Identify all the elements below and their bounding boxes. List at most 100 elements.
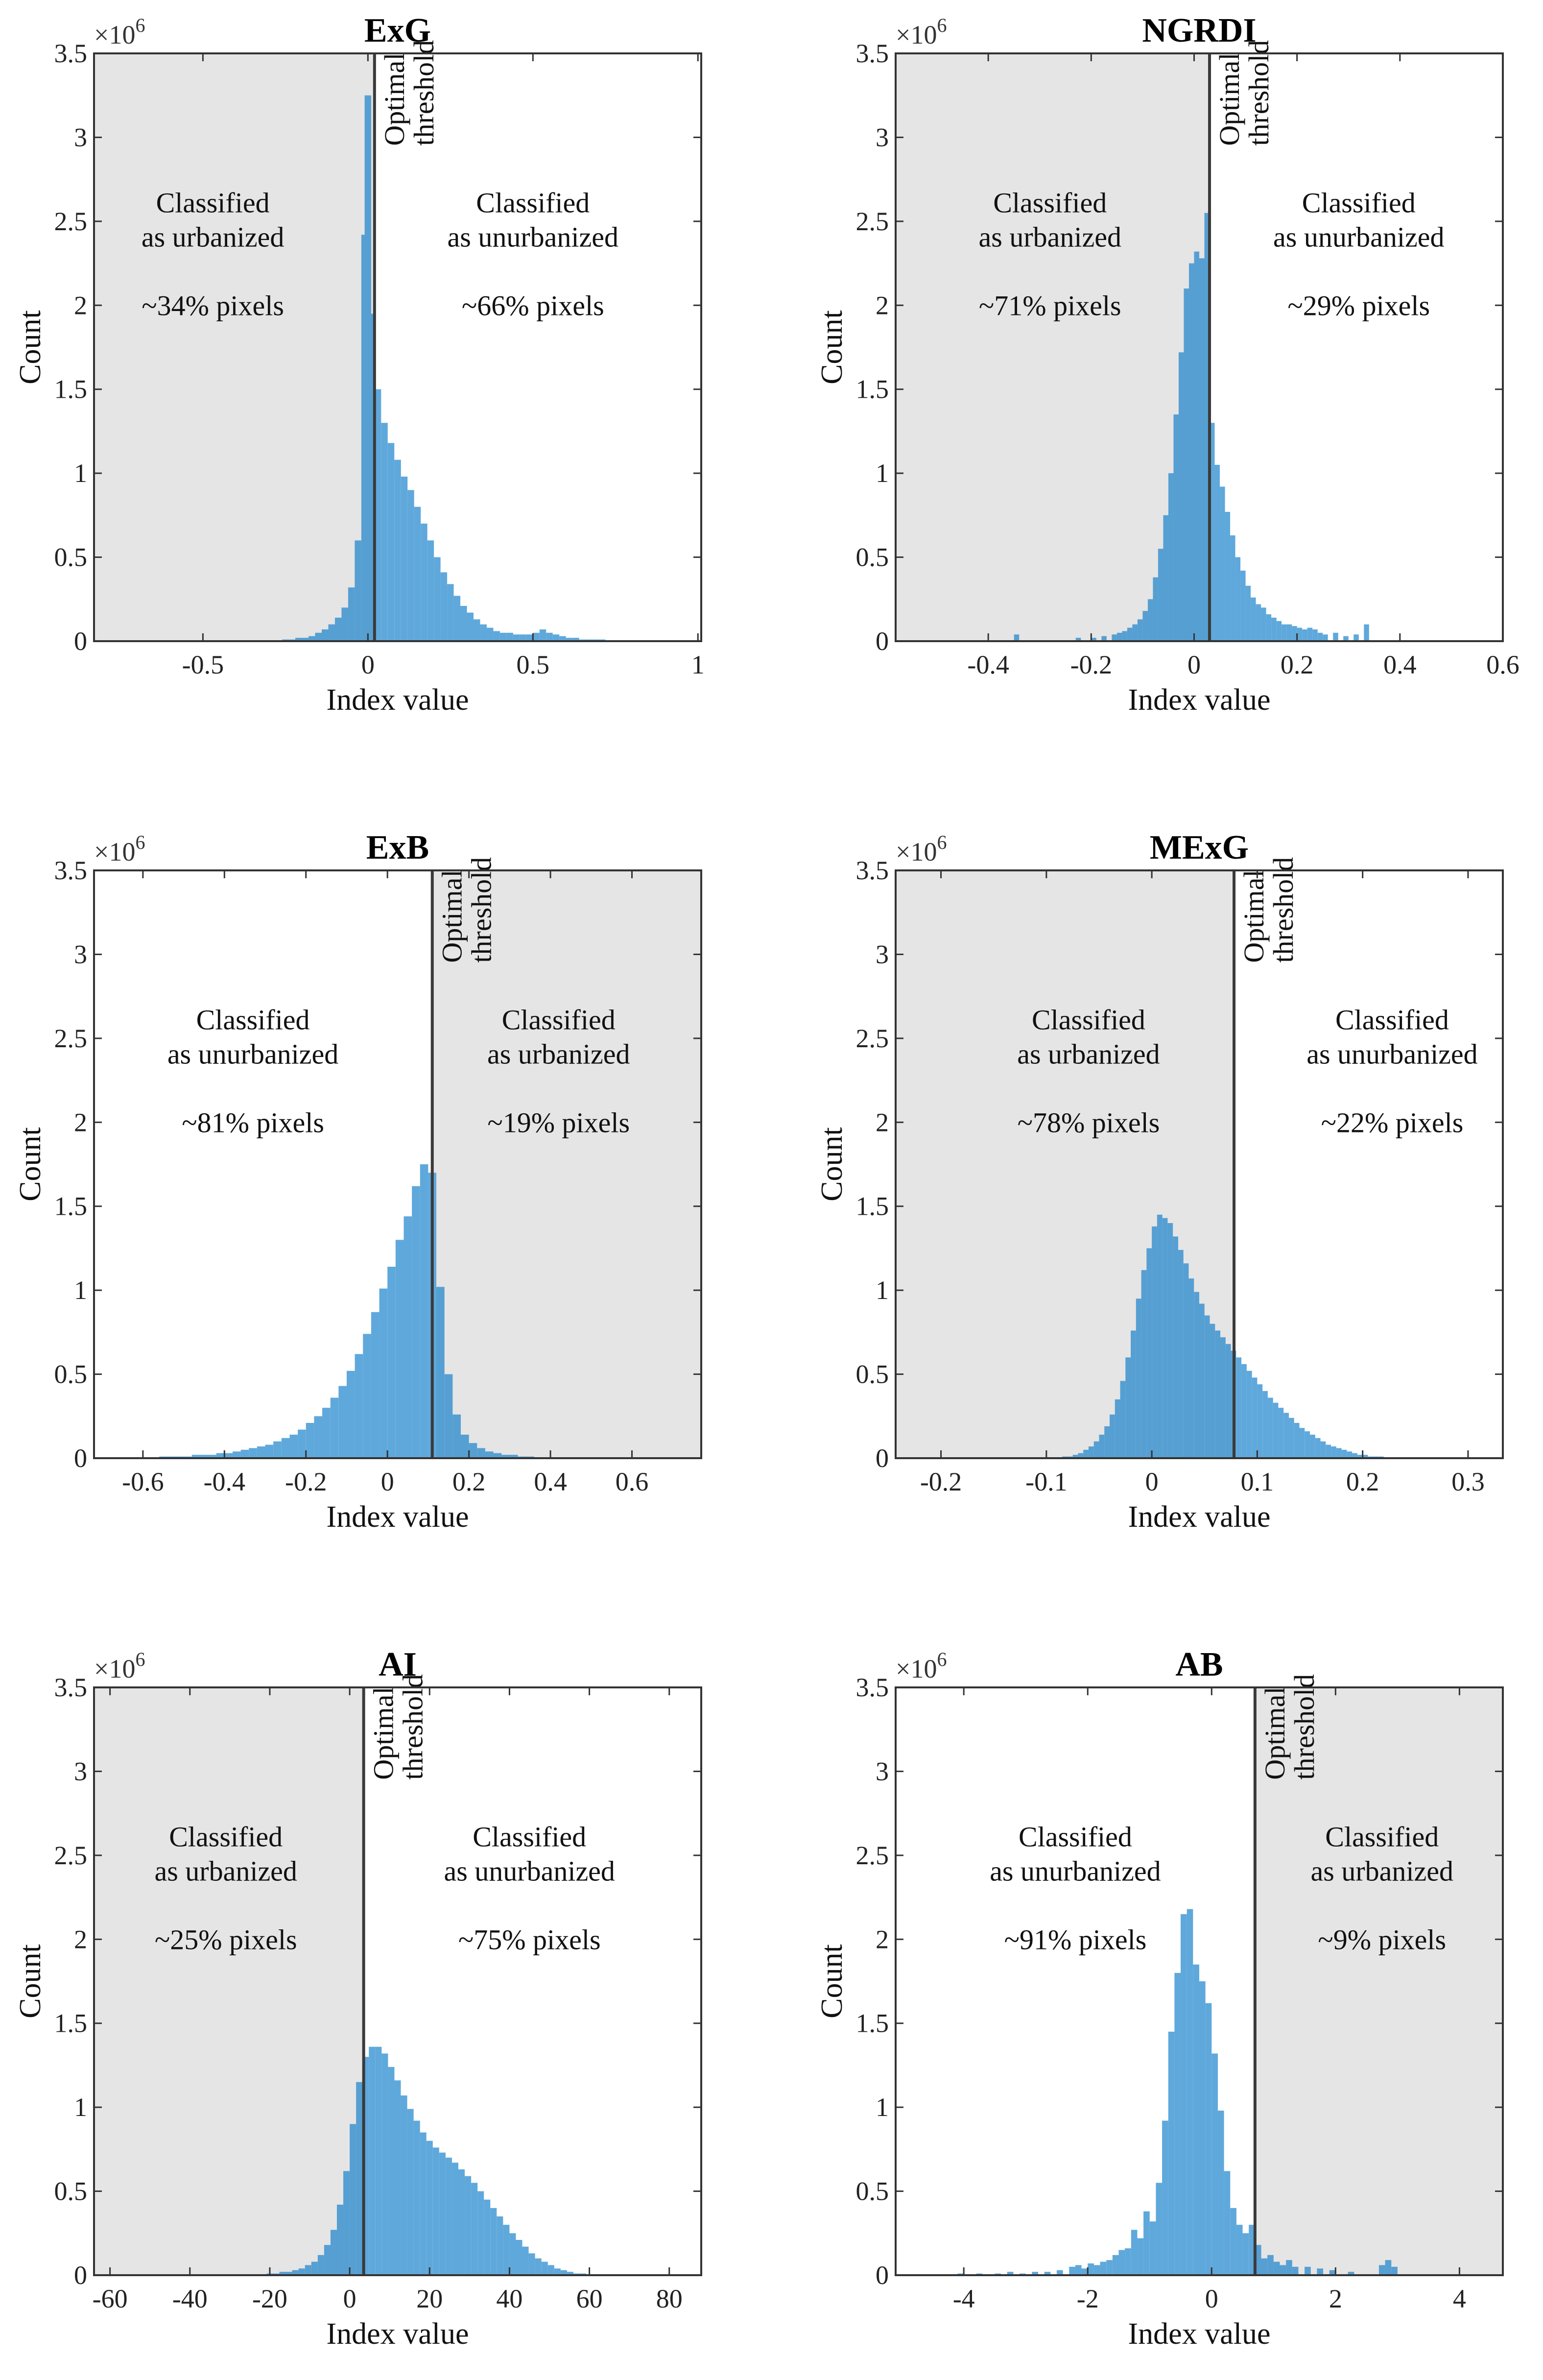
histogram-bar bbox=[1347, 1451, 1353, 1458]
annotation-right-line-2: as urbanized bbox=[1311, 1855, 1453, 1887]
annotation-right-line-2: as unurbanized bbox=[1306, 1038, 1477, 1070]
chart-panel-ab: Optimal threshold Classified as unurbani… bbox=[815, 1646, 1504, 2351]
histogram-bar bbox=[1141, 1270, 1147, 1458]
histogram-bar bbox=[474, 619, 480, 641]
histogram-bar bbox=[330, 2230, 337, 2275]
histogram-bar bbox=[208, 1455, 216, 1458]
x-tick-label: 0.2 bbox=[1281, 650, 1314, 679]
axes-frame bbox=[895, 52, 1504, 642]
histogram-bar bbox=[1125, 2248, 1131, 2275]
histogram-bar bbox=[306, 1423, 314, 1458]
annotation-right: Classified as unurbanized ~75% pixels bbox=[444, 1821, 615, 1955]
histogram-bar bbox=[436, 1287, 445, 1458]
histogram-bar bbox=[394, 2080, 401, 2275]
y-tick-label: 0 bbox=[74, 626, 87, 656]
histogram-bar bbox=[458, 2169, 465, 2275]
histogram-bar bbox=[1362, 1455, 1368, 1458]
y-axis: 0 0.5 1 1.5 2 2.5 3 3.5 bbox=[856, 39, 1503, 656]
histogram-bar bbox=[1326, 1444, 1331, 1458]
annotation-left-line-1: Classified bbox=[196, 1004, 310, 1035]
y-tick-label: 0 bbox=[876, 626, 889, 656]
annotation-left-line-2: as unurbanized bbox=[990, 1855, 1161, 1887]
histogram-bar bbox=[1173, 414, 1179, 641]
histogram-bar bbox=[513, 634, 520, 641]
y-tick-label: 3.5 bbox=[856, 1673, 889, 1702]
histogram-bar bbox=[1167, 1223, 1173, 1458]
histogram-bar bbox=[394, 459, 401, 641]
shaded-region bbox=[1255, 1687, 1503, 2275]
histogram-bar bbox=[1391, 2266, 1398, 2275]
histogram-bar bbox=[477, 1448, 485, 1458]
histogram-bar bbox=[1174, 1972, 1181, 2275]
histogram-bar bbox=[1312, 629, 1318, 641]
histogram-bar bbox=[1132, 624, 1138, 641]
chart-title: AB bbox=[1175, 1646, 1223, 1683]
histogram-bar bbox=[1236, 2225, 1243, 2275]
histogram-bar bbox=[453, 596, 461, 641]
chart-title: NGRDI bbox=[1142, 12, 1256, 49]
histogram-bar bbox=[421, 524, 427, 641]
annotation-left-line-1: Classified bbox=[169, 1821, 283, 1852]
y-tick-label: 2.5 bbox=[54, 207, 88, 236]
histogram-bar bbox=[539, 629, 546, 641]
histogram-bar bbox=[1104, 1426, 1110, 1458]
histogram-bar bbox=[348, 587, 355, 641]
histogram-bar bbox=[1261, 607, 1266, 641]
histogram-bar bbox=[1336, 1448, 1342, 1458]
threshold-label-line-1: Optimal bbox=[436, 869, 468, 962]
histogram-bar bbox=[1320, 1441, 1326, 1458]
histogram-bar bbox=[1091, 638, 1096, 641]
histogram-bar bbox=[1204, 213, 1210, 642]
y-tick-label: 3.5 bbox=[856, 856, 889, 885]
histogram-bar bbox=[520, 634, 526, 641]
histogram-bar bbox=[407, 490, 414, 641]
histogram-bar bbox=[1007, 2272, 1014, 2275]
histogram-bar bbox=[1122, 631, 1127, 641]
histogram-bar bbox=[1241, 1364, 1247, 1458]
histogram-bar bbox=[1317, 632, 1323, 641]
histogram-bar bbox=[324, 2245, 331, 2275]
histogram-bar bbox=[1352, 1453, 1357, 1458]
annotation-left-line-1: Classified bbox=[993, 187, 1107, 218]
histogram-bar bbox=[1249, 2225, 1255, 2275]
histogram-bar bbox=[257, 1446, 265, 1458]
histogram-bar bbox=[1220, 486, 1225, 641]
annotation-right-line-2: as urbanized bbox=[487, 1038, 630, 1070]
histogram-bar bbox=[1088, 1446, 1094, 1458]
histogram-bar bbox=[1181, 1914, 1187, 2275]
histogram-bar bbox=[490, 2208, 497, 2275]
y-axis-multiplier: ×106 bbox=[896, 1648, 947, 1683]
y-axis-label: Count bbox=[815, 1944, 849, 2019]
y-axis-multiplier: ×106 bbox=[94, 1648, 145, 1683]
annotation-left-line-4: ~34% pixels bbox=[142, 289, 284, 321]
annotation-left: Classified as urbanized ~25% pixels bbox=[154, 1821, 297, 1955]
histogram-bar bbox=[1183, 1263, 1189, 1458]
x-tick-label: -20 bbox=[252, 2284, 287, 2313]
histogram-bar bbox=[1173, 1236, 1178, 1458]
x-tick-label: 0 bbox=[361, 650, 375, 679]
histogram-bar bbox=[1315, 1438, 1321, 1458]
threshold-label-line-2: threshold bbox=[466, 857, 498, 963]
histogram-bar bbox=[1257, 1384, 1263, 1458]
x-tick-label: 0.4 bbox=[1383, 650, 1417, 679]
annotation-left-line-2: as urbanized bbox=[154, 1855, 297, 1887]
histogram-bar bbox=[249, 1448, 257, 1458]
chart-panel-exb: Optimal threshold Classified as unurbani… bbox=[14, 829, 702, 1534]
annotation-left-line-2: as urbanized bbox=[142, 221, 284, 253]
histogram-bar bbox=[285, 2272, 292, 2275]
histogram-bar bbox=[1127, 627, 1133, 641]
histogram-bar bbox=[1305, 1431, 1310, 1458]
y-tick-label: 1.5 bbox=[54, 2009, 88, 2038]
y-tick-label: 3.5 bbox=[54, 39, 88, 68]
annotation-right-line-4: ~19% pixels bbox=[487, 1106, 630, 1138]
histogram-bar bbox=[1204, 1315, 1210, 1458]
histogram-bar bbox=[1194, 251, 1199, 641]
y-tick-label: 2 bbox=[74, 1107, 87, 1137]
axes-frame bbox=[93, 1686, 702, 2276]
x-tick-label: 0 bbox=[1145, 1467, 1159, 1496]
y-tick-label: 2 bbox=[876, 1924, 889, 1954]
y-axis: 0 0.5 1 1.5 2 2.5 3 3.5 bbox=[856, 1673, 1503, 2290]
y-tick-label: 1.5 bbox=[856, 2009, 889, 2038]
threshold-label-line-2: threshold bbox=[1243, 40, 1275, 146]
y-tick-label: 2 bbox=[876, 290, 889, 320]
